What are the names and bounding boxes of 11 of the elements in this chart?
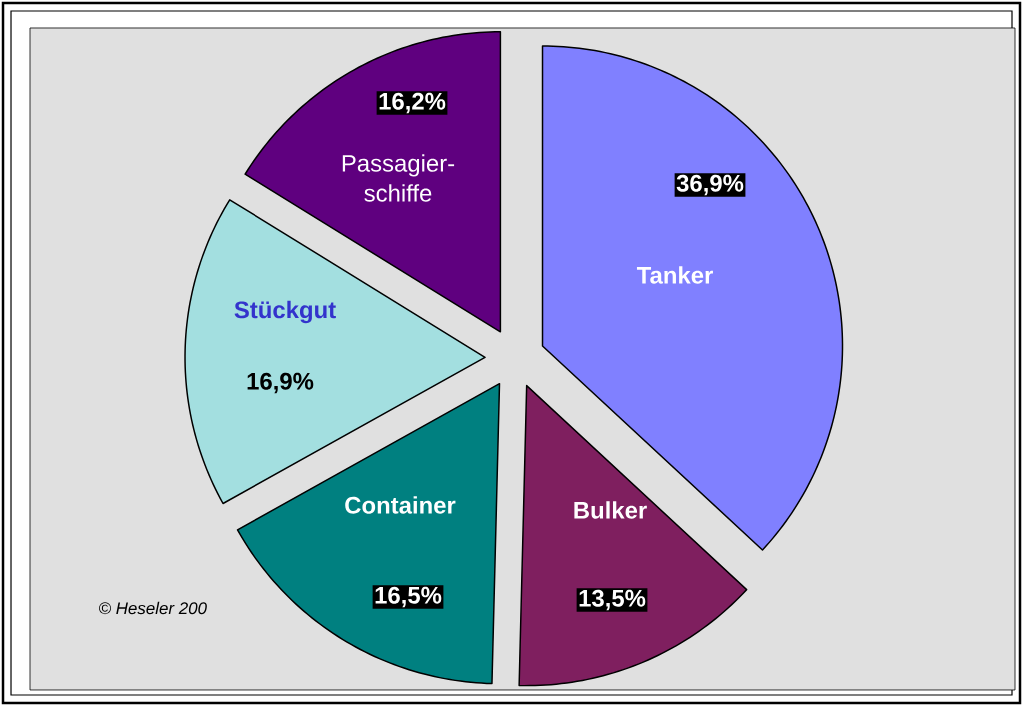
slice-label: Passagier-schiffe <box>342 154 455 202</box>
slice-label: Stückgut <box>234 300 336 324</box>
data-label: 16,5% <box>375 586 442 608</box>
slice-label: Container <box>345 496 456 514</box>
text: © Heseler 200 <box>99 601 207 615</box>
data-label: 16,9% <box>247 372 314 394</box>
data-label: 13,5% <box>579 589 646 611</box>
slice-label: Bulker <box>574 501 647 519</box>
data-label: 36,9% <box>676 174 744 196</box>
data-label: 16,2% <box>379 92 446 114</box>
slice-label: Tanker <box>636 266 713 284</box>
